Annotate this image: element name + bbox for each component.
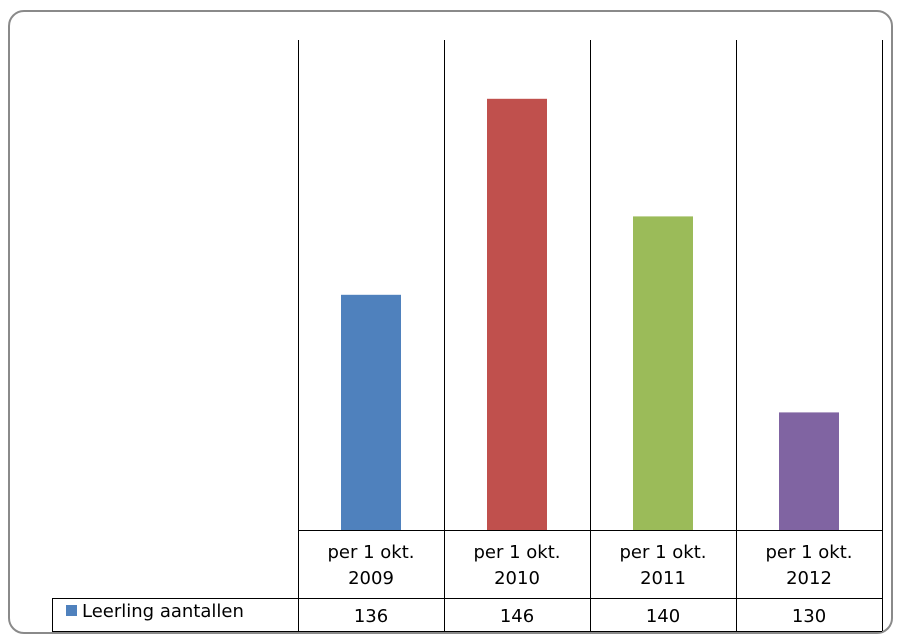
data-table-value: 146 [500, 606, 534, 627]
bars [341, 98, 839, 531]
category-labels: per 1 okt. 2009 per 1 okt. 2010 per 1 okt. 20… [327, 542, 852, 589]
data-table-values: 136 146 140 130 [354, 606, 826, 627]
category-label: per 1 okt. 2012 [765, 542, 852, 589]
category-label: per 1 okt. 2009 [327, 542, 414, 589]
legend-label: Leerling aantallen [82, 601, 244, 622]
category-label: per 1 okt. 2010 [473, 542, 560, 589]
bar [487, 98, 547, 531]
legend: Leerling aantallen [66, 601, 244, 622]
category-label: per 1 okt. 2011 [619, 542, 706, 589]
table-gridlines [52, 40, 883, 632]
data-table-value: 136 [354, 606, 388, 627]
bar [779, 412, 839, 530]
data-table-value: 130 [792, 606, 826, 627]
legend-swatch [66, 605, 77, 616]
data-table-value: 140 [646, 606, 680, 627]
bar [341, 294, 401, 530]
bar [633, 216, 693, 530]
